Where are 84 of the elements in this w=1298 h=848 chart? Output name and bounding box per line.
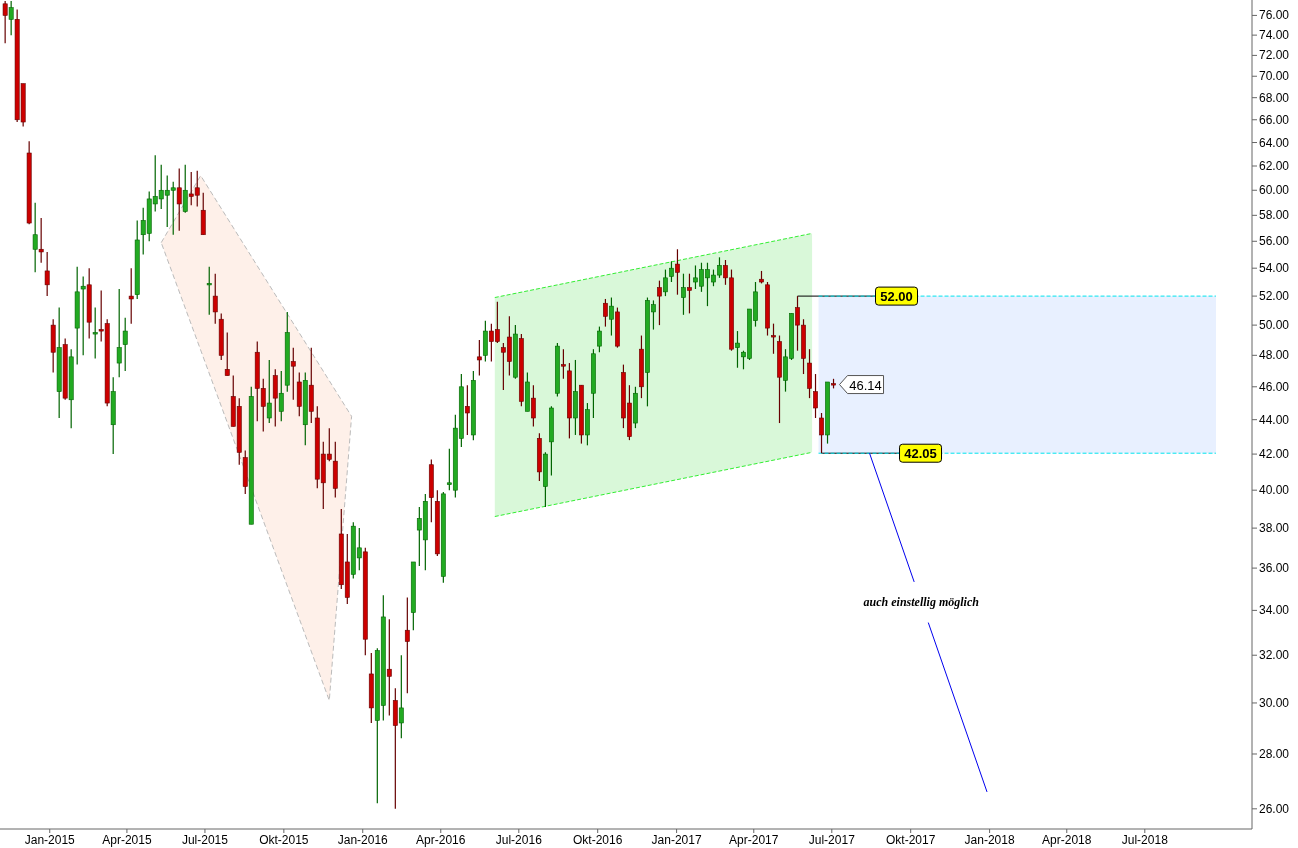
y-tick-label: 52.00	[1259, 289, 1290, 304]
annotation: 46.14	[849, 377, 882, 393]
y-tick-label: 38.00	[1259, 521, 1290, 536]
x-tick-label: Jul-2016	[495, 833, 543, 847]
candlestick	[116, 288, 122, 378]
y-tick-label: 42.00	[1259, 447, 1290, 462]
candlestick	[404, 596, 410, 694]
candlestick	[609, 296, 614, 337]
candlestick	[813, 373, 818, 419]
x-tick-label: Jul-2018	[1121, 833, 1169, 847]
annotation: auch einstellig möglich	[863, 595, 980, 610]
y-tick-label: 36.00	[1259, 561, 1290, 576]
candlestick	[32, 202, 38, 273]
candlestick	[561, 348, 566, 380]
candlestick	[44, 251, 50, 297]
y-tick-label: 54.00	[1259, 261, 1290, 276]
y-tick-label: 32.00	[1259, 648, 1290, 663]
y-tick-label: 70.00	[1259, 69, 1290, 84]
y-tick-label: 26.00	[1259, 801, 1290, 816]
candlestick	[386, 618, 392, 716]
candlestick	[464, 384, 470, 436]
x-tick-label: Apr-2017	[729, 833, 779, 847]
y-tick-label: 46.00	[1259, 379, 1290, 394]
candlestick	[398, 654, 404, 739]
candlestick	[224, 331, 230, 377]
candlestick	[603, 298, 608, 328]
x-tick-label: Okt-2015	[259, 833, 309, 847]
candlestick	[176, 167, 182, 232]
x-tick-label: Apr-2018	[1042, 833, 1092, 847]
candlestick	[735, 330, 740, 369]
candlestick	[122, 317, 128, 372]
candlestick	[2, 0, 8, 44]
y-tick-label: 60.00	[1259, 183, 1290, 198]
candlestick	[92, 306, 98, 359]
y-tick-label: 40.00	[1259, 483, 1290, 498]
candlestick	[8, 0, 14, 36]
x-tick-label: Jan-2018	[964, 833, 1015, 847]
candlestick	[278, 370, 284, 422]
candlestick	[663, 268, 668, 297]
x-tick-label: Apr-2016	[416, 833, 466, 847]
candlestick	[771, 323, 776, 355]
y-tick-label: 50.00	[1259, 318, 1290, 333]
y-tick-label: 76.00	[1259, 8, 1290, 23]
y-tick-label: 62.00	[1259, 159, 1290, 174]
candlestick	[182, 164, 188, 214]
y-tick-label: 56.00	[1259, 234, 1290, 249]
y-tick-label: 66.00	[1259, 112, 1290, 127]
x-tick-label: Apr-2015	[102, 833, 152, 847]
candlestick	[272, 368, 278, 428]
x-tick-label: Jan-2015	[24, 833, 76, 847]
candlestick	[681, 273, 686, 316]
candlestick	[266, 359, 272, 424]
ref-line-label: 52.00	[880, 289, 913, 305]
y-tick-label: 74.00	[1259, 28, 1290, 43]
x-tick-label: Jul-2017	[808, 833, 856, 847]
candlestick	[657, 280, 662, 326]
y-tick-label: 48.00	[1259, 348, 1290, 363]
y-tick-label: 72.00	[1259, 48, 1290, 63]
candlestick	[38, 217, 44, 264]
x-tick-label: Jan-2016	[337, 833, 389, 847]
y-tick-label: 64.00	[1259, 135, 1290, 150]
candlestick	[206, 266, 212, 316]
candlestick	[128, 267, 134, 325]
y-tick-label: 44.00	[1259, 412, 1290, 427]
x-tick-label: Jul-2015	[181, 833, 229, 847]
y-tick-label: 30.00	[1259, 695, 1290, 710]
candlestick	[597, 326, 602, 353]
ref-line-label: 42.05	[904, 446, 937, 462]
y-tick-label: 68.00	[1259, 90, 1290, 105]
y-tick-label: 34.00	[1259, 603, 1290, 618]
candlestick	[530, 384, 536, 428]
y-tick-label: 28.00	[1259, 747, 1290, 761]
x-tick-label: Okt-2017	[886, 833, 936, 847]
candlestick	[290, 347, 296, 401]
candlestick	[80, 275, 86, 356]
candlestick	[819, 412, 824, 454]
candlestick	[675, 248, 680, 296]
candlestick	[669, 260, 674, 283]
y-tick-label: 58.00	[1259, 208, 1290, 223]
candlestick	[687, 273, 692, 314]
candlestick	[476, 339, 482, 377]
candlestick	[212, 273, 218, 325]
x-tick-label: Jan-2017	[651, 833, 702, 847]
x-tick-label: Okt-2016	[573, 833, 623, 847]
